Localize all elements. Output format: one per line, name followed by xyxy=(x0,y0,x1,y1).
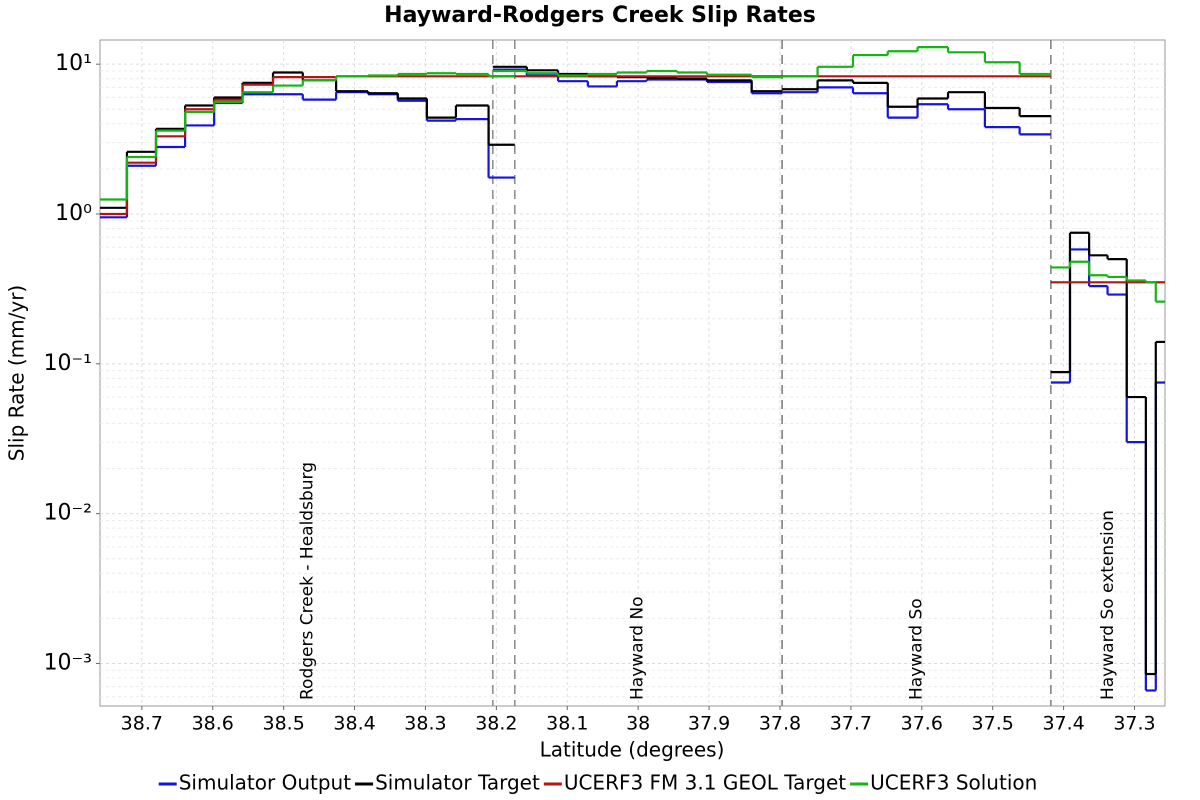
x-axis-title: Latitude (degrees) xyxy=(540,738,725,762)
x-tick-label: 37.9 xyxy=(688,713,730,735)
chart-title: Hayward-Rodgers Creek Slip Rates xyxy=(384,3,816,28)
y-tick-label: 10¹ xyxy=(55,51,92,76)
plot-area xyxy=(99,39,1166,707)
legend-label: UCERF3 FM 3.1 GEOL Target xyxy=(564,771,846,795)
y-axis-title: Slip Rate (mm/yr) xyxy=(5,285,29,461)
y-tick-label: 10⁻¹ xyxy=(44,351,92,376)
x-tick-label: 38.6 xyxy=(192,713,234,735)
x-tick-label: 38.2 xyxy=(475,713,517,735)
section-label: Hayward No xyxy=(627,596,647,700)
y-tick-label: 10⁻³ xyxy=(44,650,92,675)
x-tick-label: 37.7 xyxy=(830,713,872,735)
legend-label: UCERF3 Solution xyxy=(870,771,1037,795)
x-tick-label: 37.6 xyxy=(901,713,943,735)
x-tick-label: 38.4 xyxy=(333,713,375,735)
x-tick-label: 38.1 xyxy=(546,713,588,735)
x-tick-label: 37.8 xyxy=(759,713,801,735)
x-tick-label: 38.7 xyxy=(121,713,163,735)
x-tick-label: 37.5 xyxy=(972,713,1014,735)
section-label: Hayward So extension xyxy=(1098,510,1118,700)
legend-label: Simulator Output xyxy=(179,771,352,795)
x-tick-label: 38 xyxy=(626,713,650,735)
x-tick-label: 37.3 xyxy=(1113,713,1155,735)
x-tick-label: 38.3 xyxy=(404,713,446,735)
y-tick-label: 10⁰ xyxy=(55,201,92,226)
legend-label: Simulator Target xyxy=(375,771,540,795)
section-label: Hayward So xyxy=(906,598,926,700)
y-tick-label: 10⁻² xyxy=(44,501,92,526)
series-layer xyxy=(100,46,1165,692)
x-tick-label: 37.4 xyxy=(1042,713,1084,735)
x-tick-label: 38.5 xyxy=(262,713,304,735)
section-label: Rodgers Creek - Healdsburg xyxy=(297,462,317,700)
